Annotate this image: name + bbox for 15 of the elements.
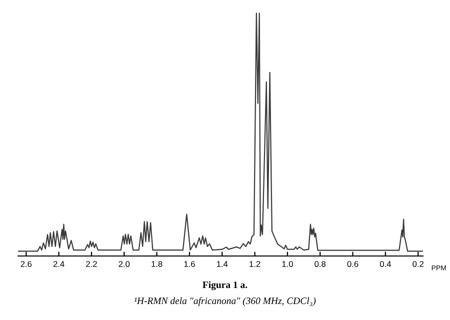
x-tick-label: 2.0 [118,261,130,267]
x-tick-label: 0.6 [347,261,358,267]
x-tick-label: 1.6 [184,261,195,267]
x-tick-label: 0.8 [314,261,326,267]
x-tick-label: 1.4 [216,261,228,267]
x-tick-label: 2.2 [86,261,97,267]
x-tick-label: 2.4 [53,261,64,267]
x-tick-label: 2.6 [20,261,32,267]
x-tick-label: 0.2 [412,261,424,267]
x-tick-label: 1.2 [250,261,260,267]
x-tick-label: 1.8 [152,261,162,267]
text: Figura 1 a. [202,281,248,290]
x-tick-label: 1.0 [282,261,293,267]
text: ¹H-RMN dela "africanona" (360 MHz, CDCl₃) [134,297,316,306]
x-tick-label: 0.4 [380,261,391,267]
